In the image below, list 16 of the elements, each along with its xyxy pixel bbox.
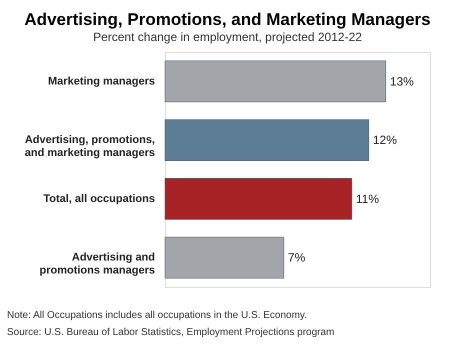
source-note: Source: U.S. Bureau of Labor Statistics, Employment Projections program <box>7 327 334 338</box>
bar <box>164 178 352 220</box>
data-label: 11% <box>356 192 380 206</box>
bar <box>164 60 386 102</box>
y-tick-label: Marketing managers <box>48 75 155 88</box>
data-label: 7% <box>288 250 306 265</box>
bar <box>164 236 284 278</box>
data-label: 12% <box>372 133 398 148</box>
chart-title: Advertising, Promotions, and Marketing Managers <box>24 10 431 29</box>
bar <box>164 119 370 161</box>
y-tick-label: Advertising and promotions managers <box>39 252 155 277</box>
text: Note: All Occupations includes all occupations in the U.S. Economy. <box>7 310 307 321</box>
y-tick-label: Total, all occupations <box>43 192 155 205</box>
y-tick-label: Advertising, promotions, and marketing managers <box>24 134 155 160</box>
data-label: 13% <box>390 74 414 88</box>
chart-subtitle: Percent change in employment, projected 2012-22 <box>93 30 362 44</box>
